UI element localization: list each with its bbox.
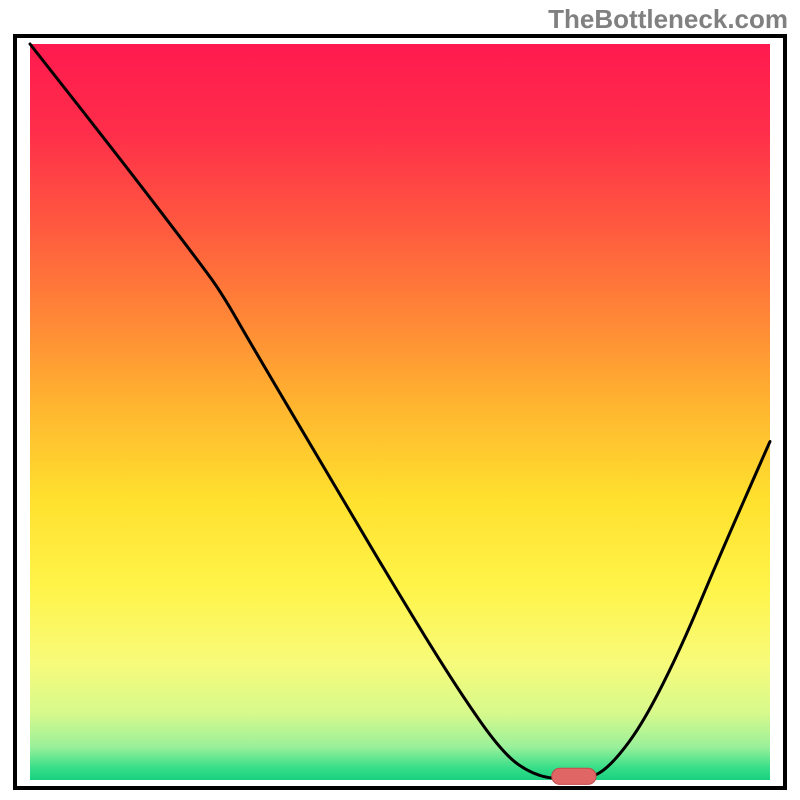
optimum-marker [552,768,596,784]
gradient-background [30,44,770,780]
chart-svg [0,0,800,800]
